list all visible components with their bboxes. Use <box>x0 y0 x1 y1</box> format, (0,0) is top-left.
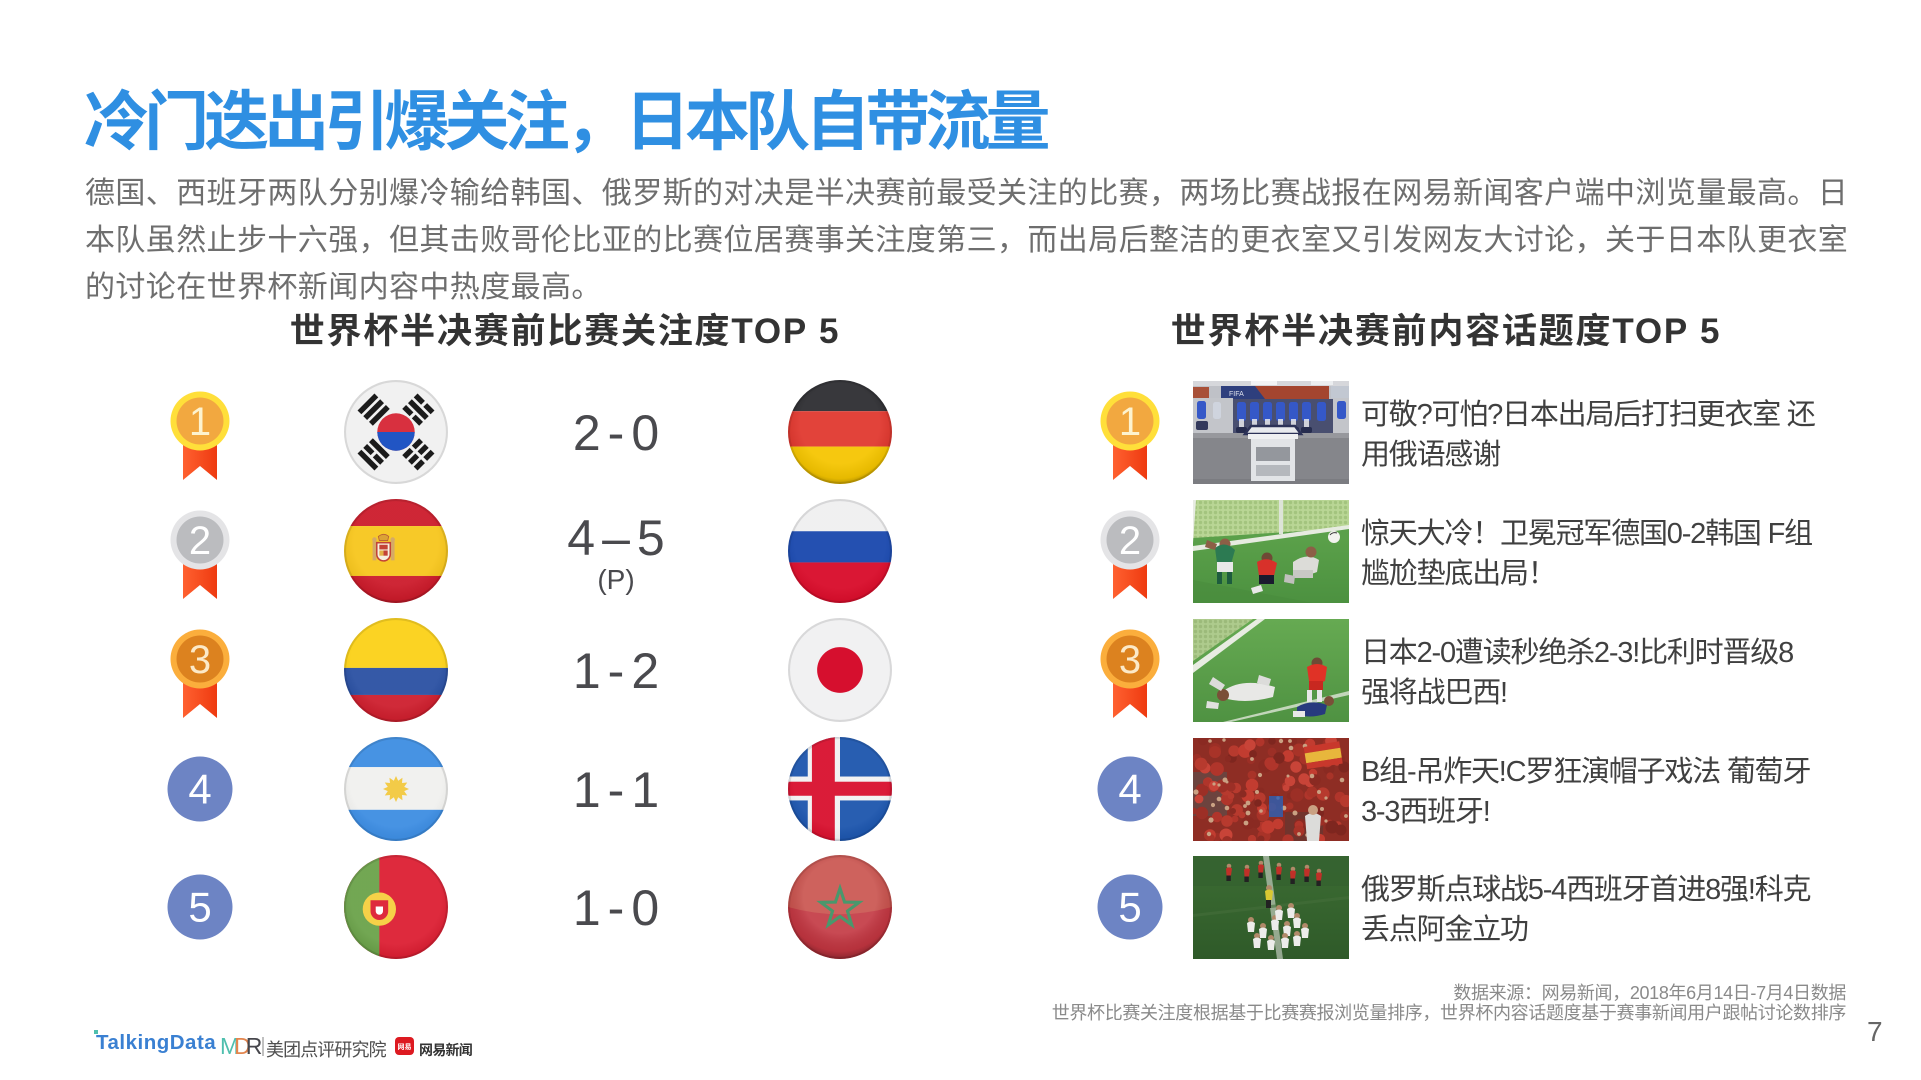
svg-text:3: 3 <box>189 638 211 682</box>
svg-text:3: 3 <box>1119 638 1141 682</box>
svg-text:4: 4 <box>1118 766 1141 813</box>
svg-text:5: 5 <box>188 884 211 931</box>
svg-text:1: 1 <box>1119 400 1141 444</box>
svg-text:2: 2 <box>189 519 211 563</box>
svg-text:5: 5 <box>1118 884 1141 931</box>
svg-text:FIFA: FIFA <box>1229 391 1244 398</box>
svg-text:1: 1 <box>189 400 211 444</box>
svg-text:2: 2 <box>1119 519 1141 563</box>
svg-text:4: 4 <box>188 766 211 813</box>
